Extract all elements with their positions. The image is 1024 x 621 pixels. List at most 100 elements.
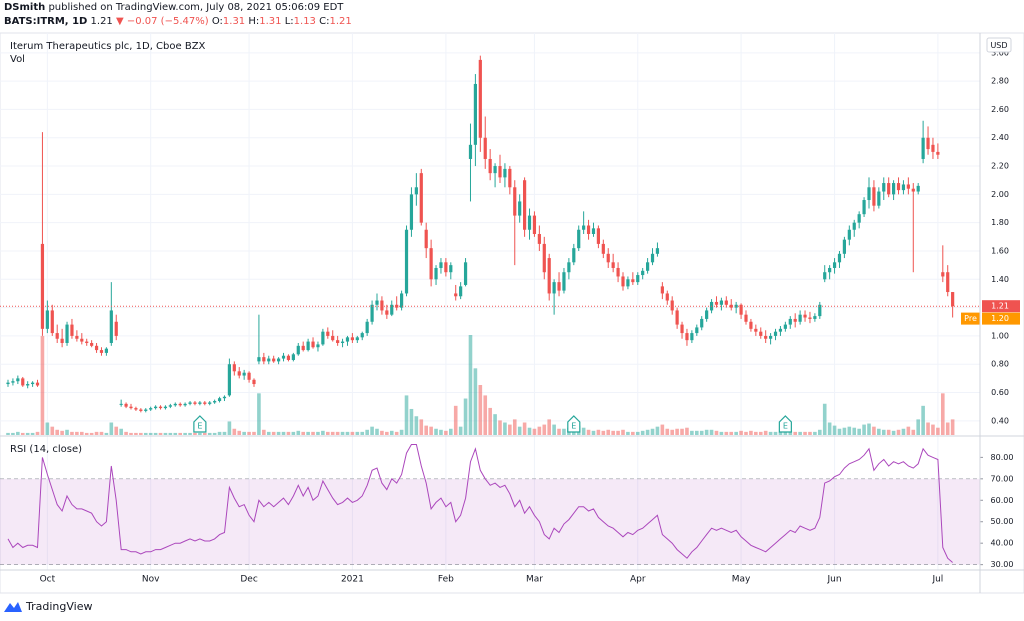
earnings-marker[interactable]: E bbox=[193, 415, 207, 433]
candle-body bbox=[764, 335, 768, 339]
volume-bar bbox=[857, 428, 861, 435]
candle-body bbox=[493, 166, 497, 174]
candle-body bbox=[183, 403, 187, 406]
volume-bar bbox=[473, 368, 478, 435]
candle-body bbox=[700, 318, 704, 328]
volume-bar bbox=[867, 423, 871, 435]
volume-bar bbox=[827, 422, 832, 435]
candle-body bbox=[690, 333, 694, 341]
volume-bar bbox=[414, 416, 419, 435]
candle-body bbox=[724, 300, 728, 305]
volume-bar bbox=[326, 431, 330, 435]
earnings-label: E bbox=[571, 422, 576, 431]
candle-body bbox=[355, 337, 359, 341]
volume-bar bbox=[640, 430, 645, 435]
volume-bar bbox=[365, 429, 369, 435]
volume-bar bbox=[896, 429, 901, 435]
candle-body bbox=[414, 187, 418, 195]
candle-body bbox=[660, 286, 664, 294]
y-tick-label: 2.20 bbox=[991, 162, 1009, 171]
volume-bar bbox=[6, 432, 10, 435]
volume-bar bbox=[247, 431, 251, 435]
volume-bar bbox=[109, 422, 114, 435]
volume-bar bbox=[434, 428, 438, 435]
candle-body bbox=[847, 229, 851, 240]
candle-body bbox=[813, 316, 817, 319]
candle-body bbox=[537, 234, 541, 244]
x-tick-label: Apr bbox=[630, 575, 646, 585]
ohlc-key: C: bbox=[319, 16, 330, 27]
volume-bar bbox=[695, 430, 699, 435]
candle-body bbox=[31, 382, 35, 385]
volume-bar bbox=[517, 426, 522, 435]
volume-bar bbox=[237, 430, 242, 435]
earnings-label: E bbox=[783, 422, 788, 431]
candle-body bbox=[478, 59, 482, 138]
y-tick-label: 1.00 bbox=[991, 331, 1009, 340]
volume-bar bbox=[311, 431, 315, 435]
volume-bar bbox=[360, 431, 365, 435]
candle-body bbox=[173, 403, 177, 406]
candle-body bbox=[926, 137, 930, 150]
volume-bar bbox=[650, 428, 655, 435]
candle-body bbox=[695, 327, 699, 334]
earnings-marker[interactable]: E bbox=[567, 415, 581, 433]
x-tick-label: Jun bbox=[827, 575, 842, 585]
candle-body bbox=[409, 194, 414, 230]
volume-bar bbox=[822, 403, 827, 435]
candle-body bbox=[468, 144, 473, 159]
volume-bar bbox=[670, 429, 674, 435]
volume-bar bbox=[744, 431, 748, 435]
candle-body bbox=[232, 364, 236, 372]
candle-body bbox=[641, 270, 645, 276]
rsi-tick-label: 30.00 bbox=[991, 560, 1014, 569]
volume-bar bbox=[178, 432, 182, 435]
candle-body bbox=[114, 321, 118, 336]
y-tick-label: 2.00 bbox=[991, 190, 1009, 199]
candle-body bbox=[921, 137, 925, 159]
earnings-marker[interactable]: E bbox=[778, 415, 792, 433]
candle-body bbox=[222, 396, 227, 399]
candle-body bbox=[149, 408, 153, 410]
candle-body bbox=[675, 310, 679, 325]
volume-bar bbox=[385, 431, 389, 435]
candle-body bbox=[26, 384, 30, 386]
candle-body bbox=[449, 265, 453, 273]
volume-bar bbox=[45, 422, 50, 435]
volume-bar bbox=[842, 427, 847, 435]
y-tick-label: 3.00 bbox=[991, 48, 1009, 57]
candle-body bbox=[734, 304, 738, 308]
volume-bar bbox=[626, 431, 630, 435]
volume-bar bbox=[419, 419, 424, 435]
volume-bar bbox=[207, 432, 212, 435]
volume-bar bbox=[916, 419, 920, 435]
currency: USD bbox=[990, 41, 1007, 50]
candle-body bbox=[444, 262, 448, 273]
volume-bar bbox=[394, 431, 399, 435]
volume-bar bbox=[886, 429, 891, 435]
volume-bar bbox=[508, 424, 512, 435]
candle-body bbox=[35, 382, 40, 386]
ohlc-value: 1.31 bbox=[222, 16, 246, 27]
candle-body bbox=[636, 275, 640, 283]
volume-bar bbox=[286, 431, 291, 435]
candle-body bbox=[941, 272, 945, 277]
volume-bar bbox=[80, 431, 84, 435]
candle-body bbox=[818, 304, 822, 317]
candle-body bbox=[370, 304, 374, 322]
volume-bar bbox=[104, 432, 109, 435]
candle-body bbox=[552, 282, 556, 294]
volume-bar bbox=[832, 425, 837, 435]
earnings-icon bbox=[567, 415, 581, 433]
candle-body bbox=[198, 402, 202, 404]
candle-body bbox=[773, 331, 778, 336]
ohlc-key: O: bbox=[211, 16, 223, 27]
candle-body bbox=[306, 341, 310, 351]
currency-box[interactable] bbox=[986, 37, 1012, 53]
volume-bar bbox=[468, 335, 473, 435]
volume-bar bbox=[512, 419, 517, 435]
volume-bar bbox=[522, 422, 527, 435]
candle-body bbox=[621, 276, 625, 287]
candle-body bbox=[94, 345, 99, 351]
